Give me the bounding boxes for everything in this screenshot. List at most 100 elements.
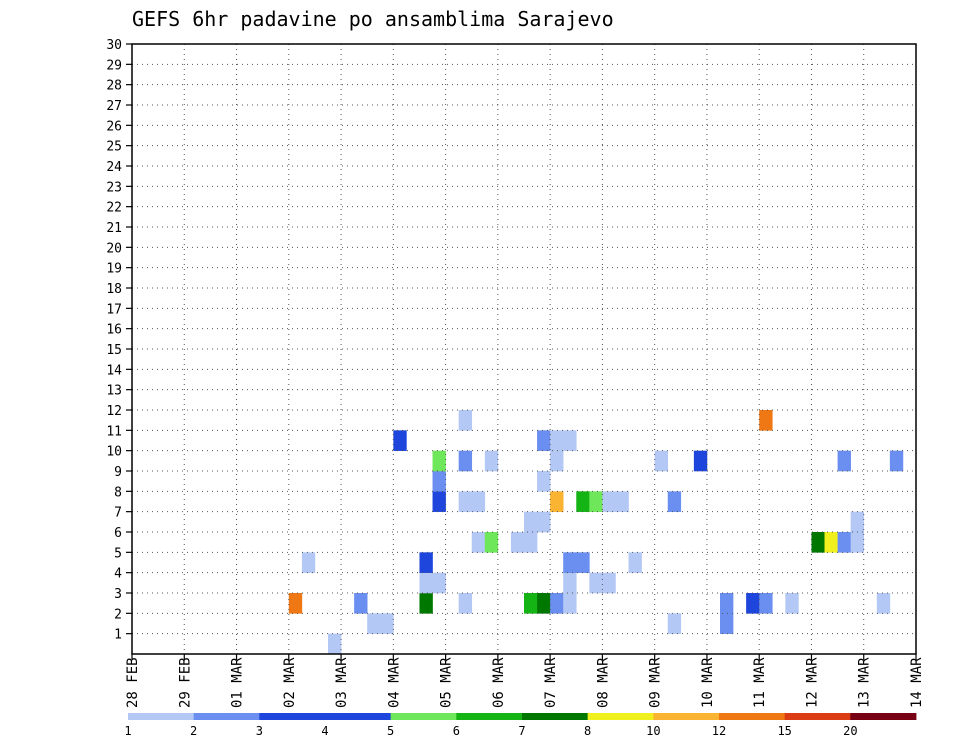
colorbar-label: 6 xyxy=(453,724,460,738)
colorbar-label: 7 xyxy=(518,724,525,738)
x-tick-label: 09 MAR xyxy=(648,657,664,708)
heatmap-cell xyxy=(458,593,473,614)
heatmap-cell xyxy=(471,491,486,512)
y-tick-label: 4 xyxy=(114,567,122,582)
colorbar-label: 20 xyxy=(843,724,857,738)
y-tick-label: 20 xyxy=(106,241,122,256)
y-tick-label: 6 xyxy=(114,526,122,541)
x-tick-label: 13 MAR xyxy=(857,657,873,708)
heatmap-cell xyxy=(811,532,825,553)
colorbar-swatch xyxy=(784,713,851,720)
colorbar-swatch xyxy=(325,713,392,720)
grid-layer xyxy=(132,44,916,654)
x-ticks: 28 FEB 29 FEB 01 MAR 02 MAR 03 MAR 04 MAR 05 M… xyxy=(125,654,925,708)
y-tick-label: 14 xyxy=(106,363,122,378)
colorbar-swatch xyxy=(259,713,326,720)
y-tick-label: 17 xyxy=(106,302,122,317)
colorbar-swatch xyxy=(522,713,589,720)
x-tick-label: 02 MAR xyxy=(282,657,298,708)
heatmap-cell xyxy=(380,613,394,634)
heatmap-cell xyxy=(537,430,551,451)
heatmap-cell xyxy=(419,552,433,573)
heatmap-cell xyxy=(746,593,760,614)
heatmap-cell xyxy=(850,532,865,553)
y-tick-label: 13 xyxy=(106,384,122,399)
heatmap-cell xyxy=(458,410,473,431)
heatmap-cell xyxy=(524,511,538,533)
x-tick-label: 14 MAR xyxy=(909,657,925,708)
heatmap-cell xyxy=(537,511,551,533)
colorbar-label: 4 xyxy=(321,724,328,738)
x-tick-label: 29 FEB xyxy=(177,657,193,708)
heatmap-cell xyxy=(484,532,499,553)
heatmap-cell xyxy=(563,593,577,614)
colorbar-label: 3 xyxy=(256,724,263,738)
y-tick-label: 11 xyxy=(106,424,122,439)
y-tick-label: 1 xyxy=(114,628,122,643)
heatmap-cell xyxy=(458,450,473,472)
colorbar-swatch xyxy=(719,713,786,720)
y-tick-label: 29 xyxy=(106,58,122,73)
heatmap-cell xyxy=(693,450,708,472)
heatmap-cell xyxy=(576,491,590,512)
heatmap-cell xyxy=(602,491,616,512)
colorbar-label: 1 xyxy=(124,724,131,738)
y-tick-label: 16 xyxy=(106,323,122,338)
y-tick-label: 27 xyxy=(106,99,122,114)
heatmap-cell xyxy=(759,410,773,431)
heatmap-cell xyxy=(419,572,433,594)
heatmap-cell xyxy=(419,593,433,614)
y-tick-label: 30 xyxy=(106,38,122,53)
plot-frame xyxy=(131,43,917,655)
y-tick-label: 23 xyxy=(106,180,122,195)
x-tick-label: 01 MAR xyxy=(230,657,246,708)
heatmap-cell xyxy=(759,593,773,614)
heatmap-cell xyxy=(432,572,446,594)
colorbar-swatch xyxy=(390,713,457,720)
y-tick-label: 2 xyxy=(114,607,122,622)
heatmap-cell xyxy=(432,450,446,472)
y-tick-label: 12 xyxy=(106,404,122,419)
y-tick-label: 24 xyxy=(106,160,122,175)
x-tick-label: 28 FEB xyxy=(125,657,141,708)
x-tick-label: 12 MAR xyxy=(804,657,820,708)
y-tick-label: 5 xyxy=(114,546,122,561)
heatmap-cell xyxy=(602,572,616,594)
y-tick-label: 8 xyxy=(114,485,122,500)
x-tick-label: 10 MAR xyxy=(700,657,716,708)
y-tick-label: 26 xyxy=(106,119,122,134)
x-tick-label: 05 MAR xyxy=(439,657,455,708)
heatmap-cell xyxy=(537,593,551,614)
heatmap-cell xyxy=(589,491,603,512)
heatmap-cell xyxy=(576,552,590,573)
heatmap-cell xyxy=(550,450,564,472)
heatmap-cell xyxy=(824,532,838,553)
cells-layer xyxy=(288,410,904,655)
heatmap-cell xyxy=(432,471,446,492)
heatmap-cell xyxy=(720,593,734,614)
heatmap-cell xyxy=(889,450,904,472)
heatmap-cell xyxy=(288,593,303,614)
heatmap-cell xyxy=(524,532,538,553)
colorbar-label: 10 xyxy=(646,724,660,738)
y-tick-label: 10 xyxy=(106,445,122,460)
colorbar-label: 5 xyxy=(387,724,394,738)
colorbar-label: 8 xyxy=(584,724,591,738)
heatmap-cell xyxy=(367,613,381,634)
heatmap-cell xyxy=(837,532,851,553)
y-tick-label: 7 xyxy=(114,506,122,521)
heatmap-cell xyxy=(393,430,407,451)
y-tick-label: 21 xyxy=(106,221,122,236)
heatmap-cell xyxy=(471,532,486,553)
y-tick-label: 9 xyxy=(114,465,122,480)
heatmap-cell xyxy=(615,491,629,512)
colorbar-label: 15 xyxy=(777,724,791,738)
heatmap-cell xyxy=(354,593,368,614)
y-tick-label: 22 xyxy=(106,201,122,216)
heatmap-cell xyxy=(524,593,538,614)
heatmap-cell xyxy=(484,450,499,472)
colorbar-swatch xyxy=(850,713,917,720)
y-tick-label: 3 xyxy=(114,587,122,602)
heatmap-cell xyxy=(850,511,865,533)
